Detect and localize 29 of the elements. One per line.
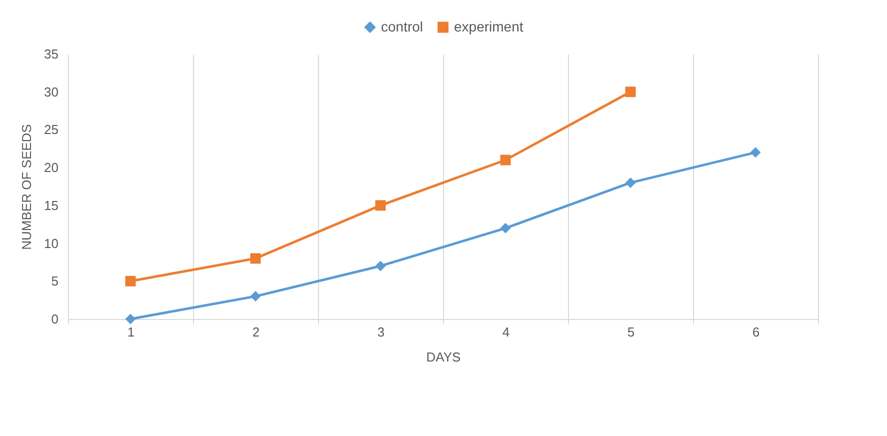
y-tick-label: 30 (44, 84, 58, 100)
y-tick-label: 20 (44, 160, 58, 176)
point (500, 154, 511, 166)
point (250, 253, 261, 264)
point (625, 177, 636, 188)
x-tick-label: 3 (377, 324, 385, 340)
y-tick-label: 10 (44, 236, 58, 251)
point (125, 314, 136, 324)
point (250, 291, 261, 302)
legend-label: experiment (454, 18, 524, 34)
x-axis-title: DAYS (426, 350, 462, 364)
x-tick-label: 1 (127, 324, 135, 340)
point (750, 147, 761, 158)
point (375, 260, 386, 272)
legend-label: control (381, 18, 424, 34)
point (375, 200, 386, 211)
y-tick-label: 5 (51, 274, 58, 289)
y-axis-title: NUMBER OF SEEDS (19, 124, 34, 250)
point (500, 222, 511, 234)
point (625, 86, 636, 98)
x-tick-label: 5 (627, 324, 635, 340)
x-tick-label: 2 (252, 324, 260, 340)
x-tick-label: 4 (502, 324, 510, 340)
y-tick-label: 35 (44, 46, 58, 62)
point (125, 276, 136, 286)
y-tick-label: 25 (44, 122, 58, 138)
y-tick-label: 15 (44, 198, 58, 213)
y-tick-label: 0 (51, 312, 58, 326)
x-tick-label: 6 (752, 324, 760, 340)
